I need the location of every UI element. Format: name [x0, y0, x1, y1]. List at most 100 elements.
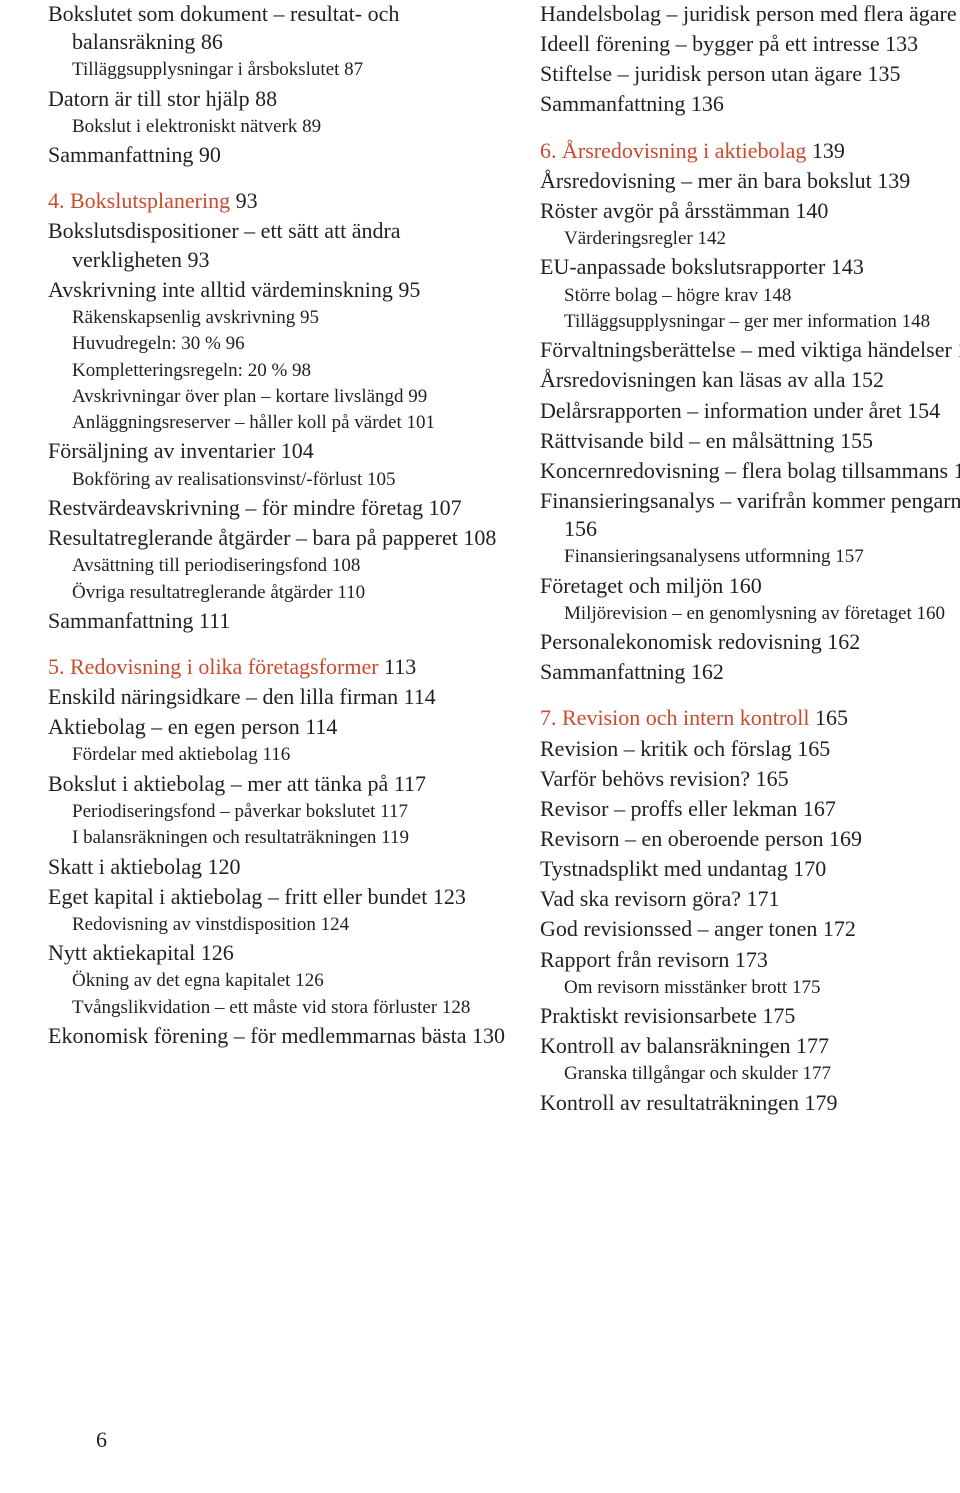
entry-title: Stiftelse – juridisk person utan ägare: [540, 61, 862, 86]
toc-entry: Koncernredovisning – flera bolag tillsam…: [540, 457, 960, 485]
toc-subentry: Anläggningsreserver – håller koll på vär…: [72, 411, 516, 435]
page-ref: 140: [790, 198, 829, 223]
page-ref: 136: [685, 91, 724, 116]
toc-entry: Bokslutsdispositioner – ett sätt att änd…: [48, 217, 516, 273]
page-ref: 105: [362, 469, 395, 490]
page-ref: 165: [809, 705, 848, 730]
toc-subentry: Om revisorn misstänker brott 175: [564, 976, 960, 1000]
entry-title: Eget kapital i aktiebolag – fritt eller …: [48, 884, 427, 909]
page-ref: 89: [297, 116, 321, 137]
toc-subentry: Övriga resultatreglerande åtgärder 110: [72, 581, 516, 605]
entry-title: Finansieringsanalys – varifrån kommer pe…: [540, 488, 960, 513]
page-ref: 167: [797, 796, 836, 821]
toc-entry: Ekonomisk förening – för medlemmarnas bä…: [48, 1022, 516, 1050]
toc-entry: Varför behövs revision? 165: [540, 765, 960, 793]
entry-title: Övriga resultatreglerande åtgärder: [72, 582, 333, 603]
entry-title: Datorn är till stor hjälp: [48, 86, 250, 111]
right-column: Handelsbolag – juridisk person med flera…: [540, 0, 960, 1119]
entry-title: God revisionssed – anger tonen: [540, 916, 817, 941]
toc-entry: Datorn är till stor hjälp 88: [48, 85, 516, 113]
toc-entry: Nytt aktiekapital 126: [48, 939, 516, 967]
page-ref: 111: [193, 608, 230, 633]
page-ref: 117: [375, 801, 408, 822]
toc-entry: Årsredovisningen kan läsas av alla 152: [540, 366, 960, 394]
page-ref: 175: [787, 977, 820, 998]
entry-title: Förvaltningsberättelse – med viktiga hän…: [540, 337, 952, 362]
page-ref: 177: [798, 1063, 831, 1084]
toc-entry: Aktiebolag – en egen person 114: [48, 713, 516, 741]
entry-title: Periodiseringsfond – påverkar bokslutet: [72, 801, 375, 822]
entry-title: Bokslut i elektroniskt nätverk: [72, 116, 297, 137]
page-ref: 133: [880, 31, 919, 56]
toc-entry: Praktiskt revisionsarbete 175: [540, 1002, 960, 1030]
entry-title: Resultatreglerande åtgärder – bara på pa…: [48, 525, 458, 550]
entry-title: Sammanfattning: [540, 91, 685, 116]
entry-title: Vad ska revisorn göra?: [540, 886, 741, 911]
entry-title: Tilläggsupplysningar – ger mer informati…: [564, 311, 897, 332]
page-ref: 156: [948, 458, 960, 483]
entry-title: Delårsrapporten – information under året: [540, 398, 902, 423]
page-ref: 86: [195, 29, 223, 54]
toc-entry: EU-anpassade bokslutsrapporter 143: [540, 253, 960, 281]
toc-entry: God revisionssed – anger tonen 172: [540, 915, 960, 943]
page-ref: 126: [195, 940, 234, 965]
toc-subentry: Avskrivningar över plan – kortare livslä…: [72, 385, 516, 409]
toc-subentry: Kompletteringsregeln: 20 % 98: [72, 359, 516, 383]
toc-entry: Sammanfattning 90: [48, 141, 516, 169]
entry-title: Revisorn – en oberoende person: [540, 826, 823, 851]
entry-title: Kontroll av resultaträkningen: [540, 1090, 799, 1115]
page-ref: 95: [393, 277, 421, 302]
page-ref: 143: [825, 254, 864, 279]
chapter-heading: 6. Årsredovisning i aktiebolag 139: [540, 137, 960, 165]
toc-subentry: Avsättning till periodiseringsfond 108: [72, 554, 516, 578]
page-ref: 142: [693, 228, 726, 249]
page-ref: 177: [791, 1033, 830, 1058]
entry-title: Tystnadsplikt med undantag: [540, 856, 788, 881]
entry-title: Sammanfattning: [48, 142, 193, 167]
page-ref: 128: [437, 997, 470, 1018]
entry-title: Ekonomisk förening – för medlemmarnas bä…: [48, 1023, 467, 1048]
toc-entry: Skatt i aktiebolag 120: [48, 853, 516, 881]
entry-title: Ökning av det egna kapitalet: [72, 970, 290, 991]
entry-title: Sammanfattning: [540, 659, 685, 684]
chapter-heading: 7. Revision och intern kontroll 165: [540, 704, 960, 732]
page-ref: 152: [845, 367, 884, 392]
page-ref: 172: [817, 916, 856, 941]
entry-title: Handelsbolag – juridisk person med flera…: [540, 1, 957, 26]
entry-title: Avskrivningar över plan – kortare livslä…: [72, 386, 404, 407]
page-ref: 99: [404, 386, 428, 407]
entry-title: Miljörevision – en genomlysning av föret…: [564, 603, 912, 624]
toc-subentry: Periodiseringsfond – påverkar bokslutet …: [72, 800, 516, 824]
page-ref: 165: [750, 766, 789, 791]
page-ref: 148: [897, 311, 930, 332]
page-ref: 160: [912, 603, 945, 624]
entry-title: Fördelar med aktiebolag: [72, 744, 258, 765]
page-ref: 108: [458, 525, 497, 550]
entry-title: Större bolag – högre krav: [564, 285, 758, 306]
toc-entry: Försäljning av inventarier 104: [48, 437, 516, 465]
toc-entry: Kontroll av balansräkningen 177: [540, 1032, 960, 1060]
toc-entry: Sammanfattning 111: [48, 607, 516, 635]
page-ref: 90: [193, 142, 221, 167]
entry-title: Revisor – proffs eller lekman: [540, 796, 797, 821]
page-ref: 119: [376, 827, 409, 848]
entry-title: Rättvisande bild – en målsättning: [540, 428, 835, 453]
entry-title: Ideell förening – bygger på ett intresse: [540, 31, 880, 56]
toc-entry: Kontroll av resultaträkningen 179: [540, 1089, 960, 1117]
toc-entry: Personalekonomisk redovisning 162: [540, 628, 960, 656]
page-ref: 113: [379, 654, 417, 679]
toc-entry: Företaget och miljön 160: [540, 572, 960, 600]
entry-title: Aktiebolag – en egen person: [48, 714, 300, 739]
entry-title: Huvudregeln: 30 %: [72, 333, 221, 354]
toc-subentry: Huvudregeln: 30 % 96: [72, 332, 516, 356]
entry-title: Avskrivning inte alltid värdeminskning: [48, 277, 393, 302]
toc-subentry: Tilläggsupplysningar – ger mer informati…: [564, 310, 960, 334]
page-ref: 120: [202, 854, 241, 879]
page-ref: 88: [250, 86, 278, 111]
entry-title: Årsredovisningen kan läsas av alla: [540, 367, 845, 392]
page-ref: 108: [327, 555, 360, 576]
entry-title: Koncernredovisning – flera bolag tillsam…: [540, 458, 948, 483]
chapter-title: 7. Revision och intern kontroll: [540, 705, 809, 730]
page-ref: 179: [799, 1090, 838, 1115]
page-ref: 96: [221, 333, 245, 354]
